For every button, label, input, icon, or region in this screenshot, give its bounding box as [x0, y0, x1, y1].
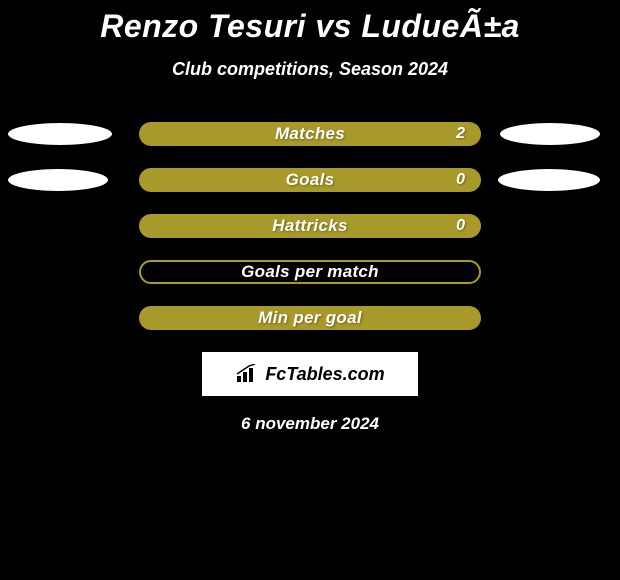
- date-label: 6 november 2024: [0, 414, 620, 434]
- stat-bar: Min per goal: [139, 306, 481, 330]
- stat-row-goals: Goals 0: [0, 168, 620, 192]
- stat-row-hattricks: Hattricks 0: [0, 214, 620, 238]
- stats-comparison-container: Renzo Tesuri vs LudueÃ±a Club competitio…: [0, 0, 620, 580]
- stat-bar: Goals per match: [139, 260, 481, 284]
- stat-rows: Matches 2 Goals 0 Hattricks 0 Goals per …: [0, 122, 620, 330]
- page-subtitle: Club competitions, Season 2024: [0, 59, 620, 80]
- page-title: Renzo Tesuri vs LudueÃ±a: [0, 8, 620, 45]
- stat-value: 0: [456, 217, 465, 235]
- stat-value: 0: [456, 171, 465, 189]
- stat-label: Min per goal: [258, 308, 362, 328]
- logo-chart-icon: [235, 364, 261, 384]
- stat-bar: Hattricks 0: [139, 214, 481, 238]
- left-value-ellipse: [8, 123, 112, 145]
- left-value-ellipse: [8, 169, 108, 191]
- stat-row-goals-per-match: Goals per match: [0, 260, 620, 284]
- stat-label: Matches: [275, 124, 345, 144]
- stat-label: Goals per match: [241, 262, 379, 282]
- right-value-ellipse: [498, 169, 600, 191]
- stat-bar: Matches 2: [139, 122, 481, 146]
- logo: FcTables.com: [235, 364, 384, 385]
- logo-box: FcTables.com: [202, 352, 418, 396]
- stat-row-matches: Matches 2: [0, 122, 620, 146]
- stat-value: 2: [456, 125, 465, 143]
- stat-row-min-per-goal: Min per goal: [0, 306, 620, 330]
- stat-label: Hattricks: [272, 216, 347, 236]
- right-value-ellipse: [500, 123, 600, 145]
- stat-label: Goals: [286, 170, 335, 190]
- logo-text: FcTables.com: [265, 364, 384, 385]
- stat-bar: Goals 0: [139, 168, 481, 192]
